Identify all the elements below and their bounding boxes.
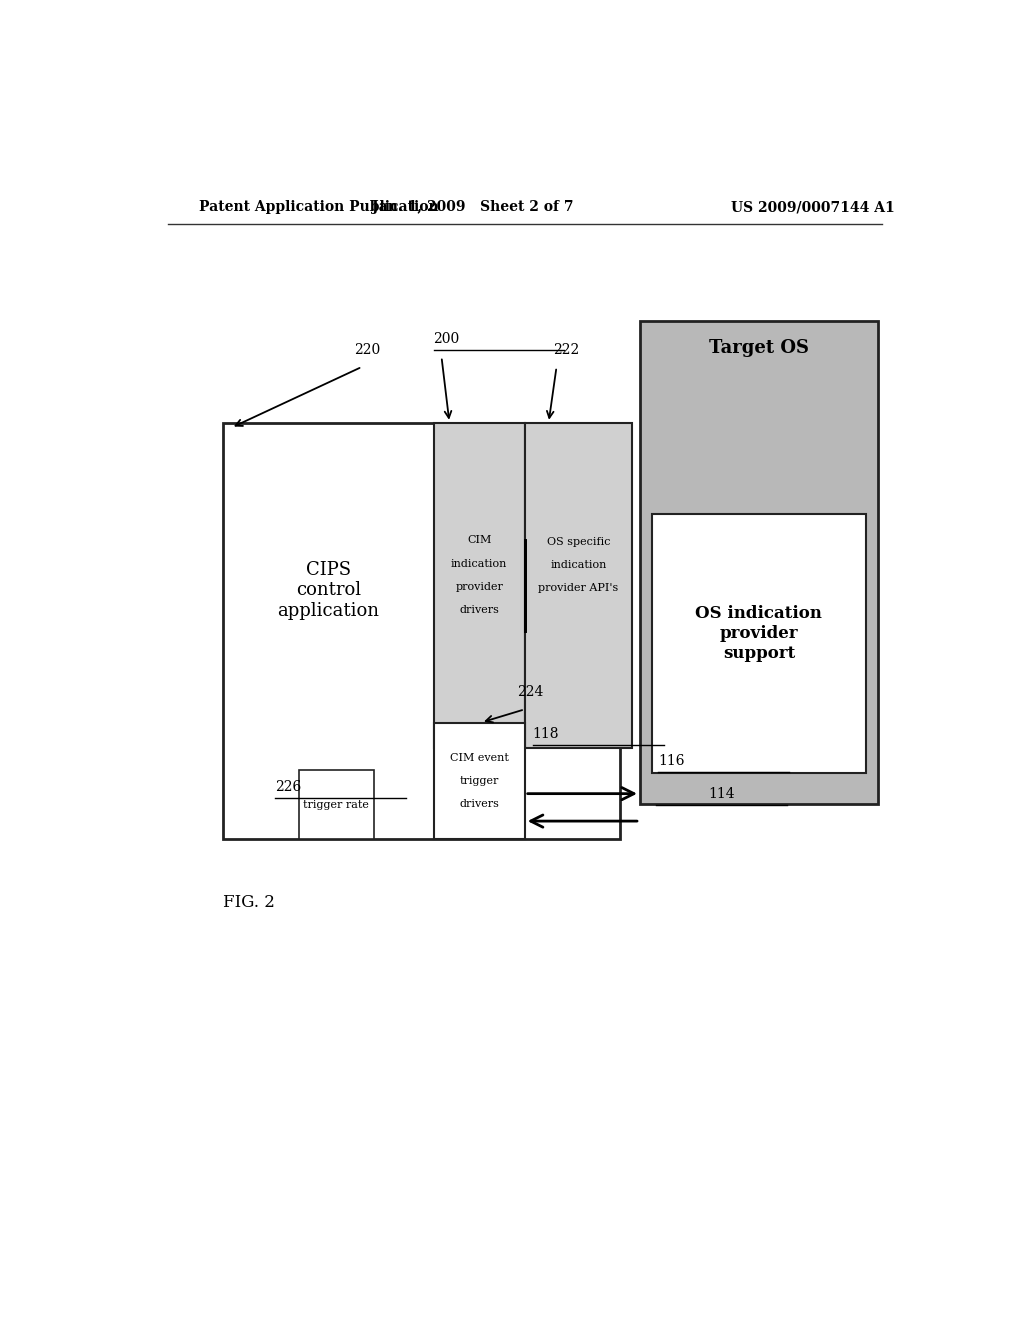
Bar (524, 422, 632, 748)
Bar (433, 722, 524, 840)
Bar (299, 771, 374, 840)
Text: trigger rate: trigger rate (303, 800, 370, 810)
Bar (640, 321, 878, 804)
Text: 116: 116 (658, 754, 685, 768)
Bar (433, 422, 524, 748)
Text: Jan. 1, 2009   Sheet 2 of 7: Jan. 1, 2009 Sheet 2 of 7 (373, 201, 574, 214)
Text: 114: 114 (709, 787, 735, 801)
Text: OS specific

indication

provider API's: OS specific indication provider API's (539, 537, 618, 593)
Text: Patent Application Publication: Patent Application Publication (200, 201, 439, 214)
Text: 222: 222 (553, 343, 579, 356)
Text: 224: 224 (517, 685, 544, 700)
Text: 220: 220 (354, 343, 381, 356)
Text: 226: 226 (274, 780, 301, 793)
Text: CIM event

trigger

drivers: CIM event trigger drivers (450, 752, 509, 809)
Text: 118: 118 (532, 727, 559, 741)
Text: CIPS
control
application: CIPS control application (278, 561, 379, 620)
Text: Target OS: Target OS (709, 339, 809, 358)
Text: FIG. 2: FIG. 2 (223, 894, 275, 911)
Bar (223, 422, 621, 840)
Bar (652, 515, 866, 774)
Text: CIM

indication

provider

drivers: CIM indication provider drivers (451, 536, 507, 615)
Text: OS indication
provider
support: OS indication provider support (695, 606, 822, 661)
Text: US 2009/0007144 A1: US 2009/0007144 A1 (731, 201, 895, 214)
Text: 200: 200 (433, 333, 460, 346)
